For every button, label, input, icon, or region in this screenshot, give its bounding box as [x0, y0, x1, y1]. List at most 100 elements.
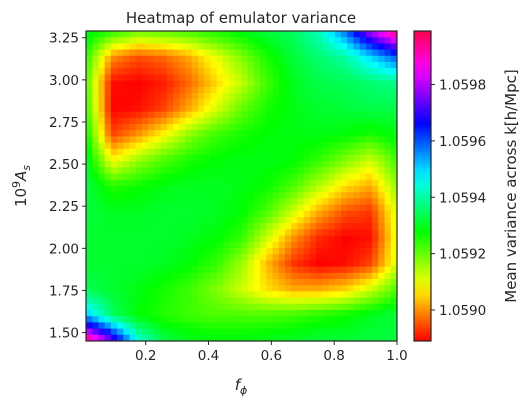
heatmap-cell [135, 328, 143, 336]
heatmap-cell [229, 272, 236, 280]
heatmap-cell [179, 80, 187, 88]
heatmap-cell [372, 229, 379, 237]
heatmap-cell [92, 80, 100, 88]
heatmap-cell [347, 86, 355, 94]
heatmap-cell [154, 285, 162, 292]
heatmap-cell [365, 105, 373, 113]
heatmap-cell [241, 80, 249, 88]
heatmap-cell [241, 142, 249, 150]
heatmap-cell [390, 86, 397, 94]
heatmap-cell [179, 37, 187, 44]
heatmap-cell [347, 198, 355, 206]
heatmap-cell [185, 217, 193, 224]
heatmap-cell [390, 161, 397, 168]
heatmap-cell [260, 241, 267, 249]
y-tick-label: 3.00 [49, 73, 79, 89]
heatmap-cell [260, 155, 267, 162]
heatmap-cell [229, 179, 236, 187]
heatmap-cell [291, 291, 299, 299]
heatmap-cell [235, 99, 243, 106]
heatmap-cell [222, 241, 230, 249]
heatmap-cell [104, 192, 112, 199]
heatmap-cell [316, 136, 323, 144]
heatmap-cell [390, 198, 397, 206]
heatmap-cell [316, 173, 323, 181]
heatmap-cell [390, 80, 397, 88]
heatmap-cell [241, 328, 249, 336]
heatmap-cell [260, 99, 267, 106]
heatmap-cell [129, 260, 137, 268]
heatmap-cell [266, 142, 274, 150]
heatmap-cell [98, 161, 106, 168]
heatmap-cell [247, 291, 255, 299]
heatmap-cell [154, 49, 162, 57]
heatmap-cell [86, 328, 93, 336]
heatmap-cell [384, 111, 392, 119]
heatmap-cell [135, 43, 143, 51]
heatmap-cell [266, 241, 274, 249]
heatmap-cell [372, 279, 379, 286]
heatmap-cell [266, 86, 274, 94]
heatmap-cell [266, 334, 274, 341]
heatmap-cell [384, 260, 392, 268]
heatmap-cell [309, 241, 317, 249]
heatmap-cell [347, 37, 355, 44]
heatmap-cell [210, 148, 218, 156]
heatmap-cell [104, 74, 112, 82]
heatmap-cell [216, 173, 224, 181]
heatmap-cell [272, 229, 280, 237]
heatmap-cell [278, 192, 286, 199]
heatmap-cell [285, 322, 292, 330]
heatmap-cell [160, 130, 168, 137]
heatmap-cell [266, 117, 274, 125]
heatmap-cell [328, 68, 336, 75]
heatmap-cell [104, 179, 112, 187]
heatmap-cell [272, 186, 280, 193]
heatmap-cell [229, 328, 236, 336]
heatmap-cell [191, 272, 199, 280]
heatmap-cell [235, 74, 243, 82]
heatmap-cell [92, 43, 100, 51]
heatmap-cell [92, 241, 100, 249]
heatmap-cell [309, 186, 317, 193]
heatmap-cell [222, 310, 230, 317]
heatmap-cell [135, 117, 143, 125]
heatmap-cell [179, 161, 187, 168]
heatmap-cell [297, 136, 305, 144]
heatmap-cell [372, 105, 379, 113]
heatmap-cell [372, 74, 379, 82]
heatmap-cell [278, 310, 286, 317]
heatmap-cell [322, 49, 330, 57]
heatmap-cell [141, 43, 149, 51]
heatmap-cell [260, 68, 267, 75]
heatmap-cell [390, 266, 397, 274]
heatmap-cell [266, 291, 274, 299]
heatmap-cell [278, 266, 286, 274]
heatmap-cell [322, 210, 330, 218]
heatmap-cell [378, 55, 386, 63]
heatmap-cell [372, 210, 379, 218]
heatmap-cell [117, 179, 124, 187]
heatmap-cell [104, 241, 112, 249]
heatmap-cell [148, 155, 156, 162]
heatmap-cell [210, 55, 218, 63]
heatmap-cell [303, 37, 311, 44]
heatmap-cell [197, 117, 205, 125]
heatmap-cell [129, 328, 137, 336]
heatmap-cell [278, 291, 286, 299]
heatmap-cell [141, 68, 149, 75]
heatmap-cell [322, 99, 330, 106]
heatmap-cell [378, 124, 386, 131]
heatmap-cell [148, 241, 156, 249]
heatmap-cell [210, 272, 218, 280]
heatmap-cell [384, 285, 392, 292]
heatmap-cell [390, 328, 397, 336]
heatmap-cell [160, 198, 168, 206]
heatmap-cell [204, 167, 211, 175]
heatmap-cell [160, 155, 168, 162]
heatmap-cell [390, 235, 397, 243]
heatmap-cell [185, 86, 193, 94]
heatmap-cell [148, 229, 156, 237]
heatmap-cell [291, 37, 299, 44]
heatmap-cell [191, 291, 199, 299]
